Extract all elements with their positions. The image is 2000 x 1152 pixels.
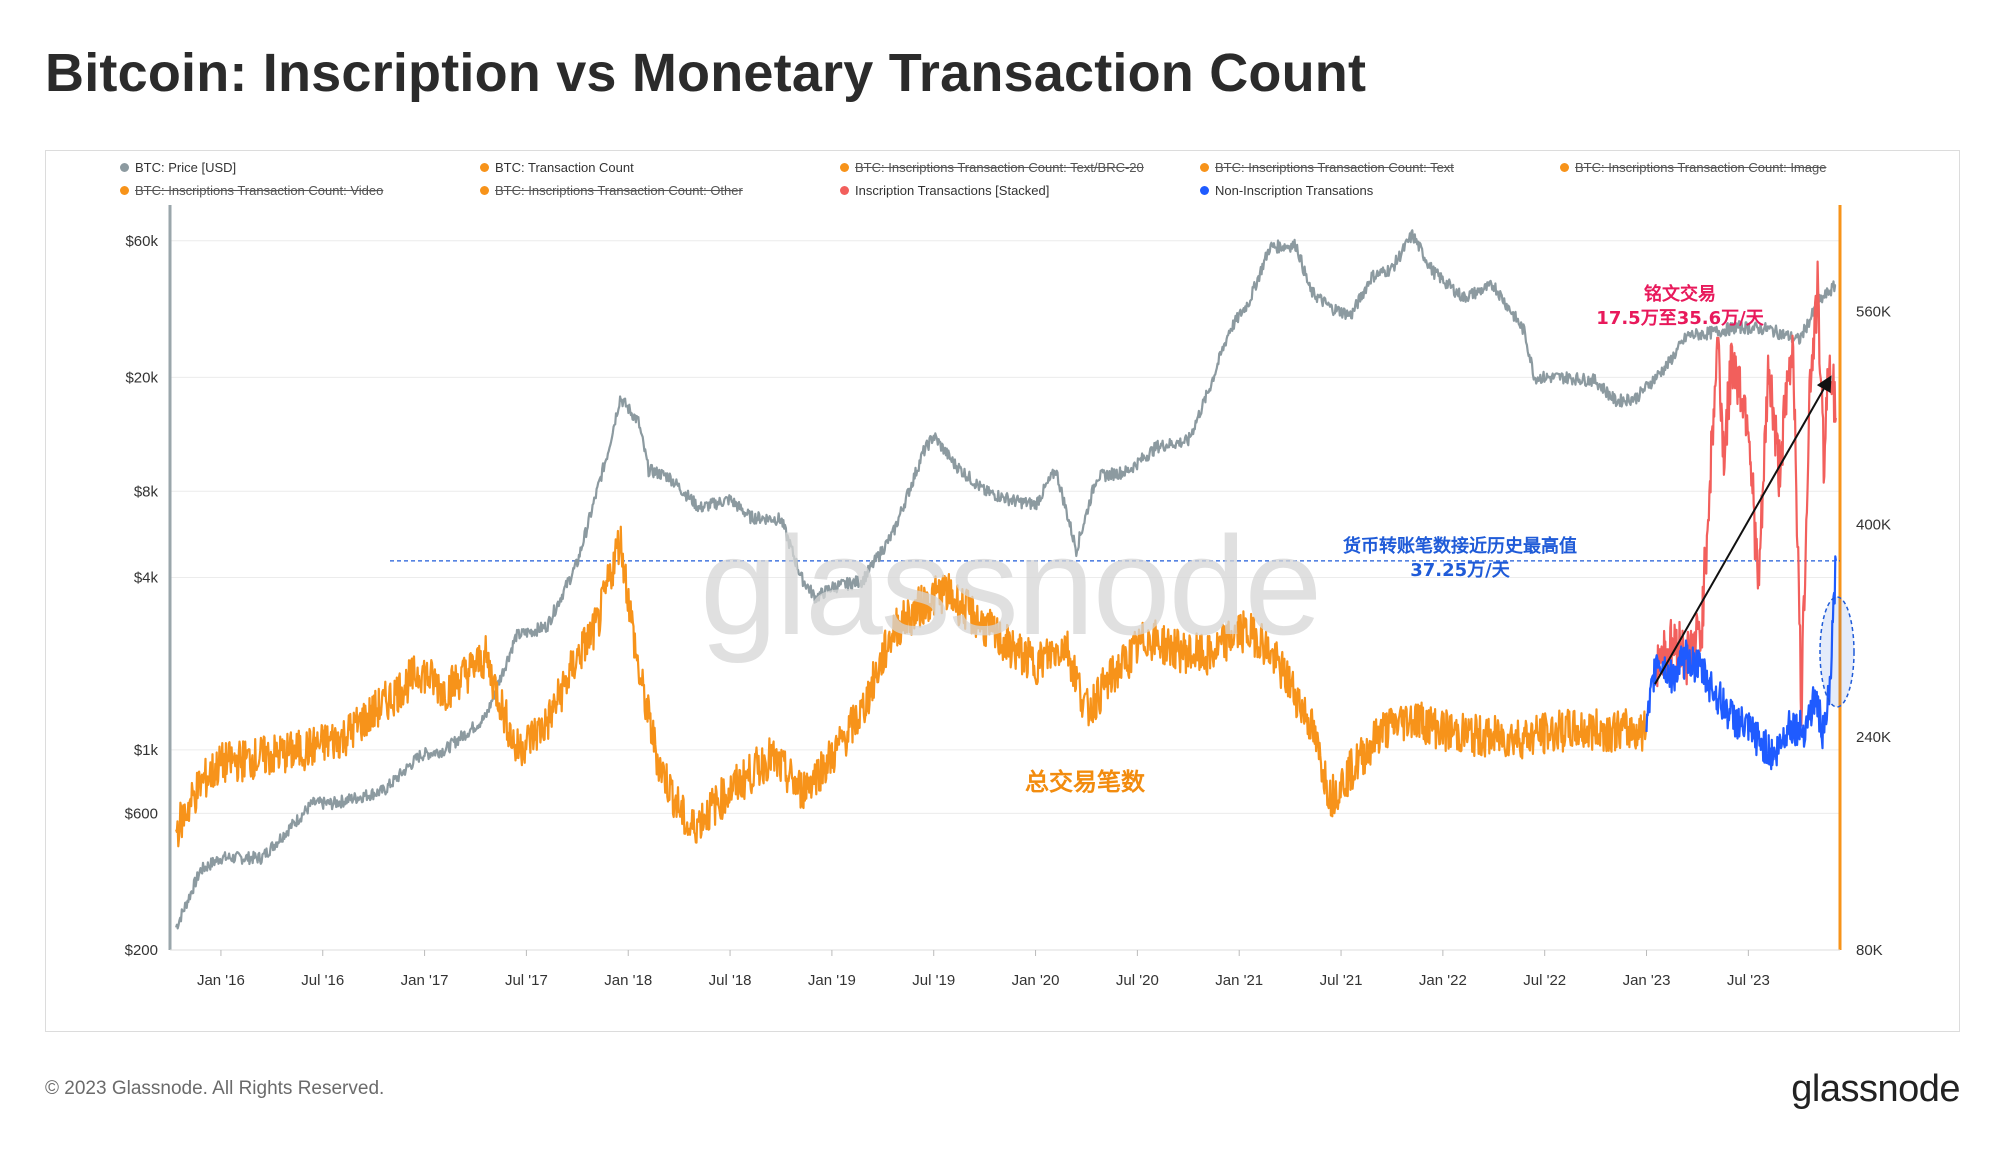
y-left-tick-label: $4k (134, 570, 159, 587)
copyright: © 2023 Glassnode. All Rights Reserved. (45, 1078, 385, 1099)
legend-dot-icon (120, 163, 129, 172)
x-tick-label: Jul '17 (505, 972, 548, 989)
x-tick-label: Jul '23 (1727, 972, 1770, 989)
inscription-annotation: 铭文交易 17.5万至35.6万/天 (1575, 283, 1785, 331)
legend-item-tx-count[interactable]: BTC: Transaction Count (480, 160, 634, 175)
x-tick-label: Jan '17 (401, 972, 449, 989)
y-left-tick-label: $200 (125, 942, 158, 959)
legend-dot-icon (1200, 163, 1209, 172)
trend-arrow (1654, 375, 1832, 685)
y-right-tick-label: 80K (1856, 942, 1883, 959)
y-left-tick-label: $8k (134, 483, 159, 500)
x-tick-label: Jul '18 (709, 972, 752, 989)
y-left-tick-label: $600 (125, 805, 158, 822)
y-right-tick-label: 400K (1856, 516, 1891, 533)
legend-dot-icon (480, 186, 489, 195)
x-tick-label: Jan '19 (808, 972, 856, 989)
legend-dot-icon (1560, 163, 1569, 172)
chart-frame (45, 150, 1960, 1032)
legend-item-non-inscription[interactable]: Non-Inscription Transations (1200, 183, 1373, 198)
series-line-btc-price-usd- (175, 229, 1837, 930)
x-tick-label: Jan '21 (1215, 972, 1263, 989)
y-left-tick-label: $60k (125, 233, 158, 250)
series-line-non-inscription-transations (1645, 555, 1837, 771)
x-tick-label: Jan '20 (1012, 972, 1060, 989)
x-tick-label: Jan '16 (197, 972, 245, 989)
x-tick-label: Jul '20 (1116, 972, 1159, 989)
legend-item-video[interactable]: BTC: Inscriptions Transaction Count: Vid… (120, 183, 383, 198)
legend-dot-icon (840, 186, 849, 195)
y-left-tick-label: $20k (125, 369, 158, 386)
inscription-annotation-title: 铭文交易 (1644, 284, 1716, 305)
y-left-tick-label: $1k (134, 742, 159, 759)
legend-item-other[interactable]: BTC: Inscriptions Transaction Count: Oth… (480, 183, 743, 198)
total-tx-annotation: 总交易笔数 (1025, 768, 1145, 796)
x-tick-label: Jul '22 (1523, 972, 1566, 989)
legend-dot-icon (480, 163, 489, 172)
x-tick-label: Jan '23 (1623, 972, 1671, 989)
legend-dot-icon (840, 163, 849, 172)
y-right-tick-label: 240K (1856, 729, 1891, 746)
watermark: glassnode (700, 507, 1322, 664)
inscription-annotation-range: 17.5万至35.6万/天 (1596, 308, 1764, 329)
legend-item-brc20[interactable]: BTC: Inscriptions Transaction Count: Tex… (840, 160, 1144, 175)
x-tick-label: Jan '18 (604, 972, 652, 989)
legend-item-inscriptions-stacked[interactable]: Inscription Transactions [Stacked] (840, 183, 1049, 198)
legend-dot-icon (120, 186, 129, 195)
y-right-tick-label: 560K (1856, 303, 1891, 320)
spike-highlight (1819, 596, 1855, 708)
monetary-annotation-value: 37.25万/天 (1410, 560, 1510, 581)
page-title: Bitcoin: Inscription vs Monetary Transac… (45, 43, 1367, 103)
x-tick-label: Jul '21 (1320, 972, 1363, 989)
legend-item-price[interactable]: BTC: Price [USD] (120, 160, 236, 175)
monetary-annotation-title: 货币转账笔数接近历史最高值 (1343, 536, 1577, 557)
monetary-annotation: 货币转账笔数接近历史最高值 37.25万/天 (1305, 535, 1615, 583)
series-line-inscription-transactions-stacked- (1655, 260, 1837, 727)
legend-dot-icon (1200, 186, 1209, 195)
x-tick-label: Jul '16 (301, 972, 344, 989)
x-tick-label: Jul '19 (912, 972, 955, 989)
legend: BTC: Price [USD] BTC: Transaction Count … (70, 160, 1950, 206)
brand-logo: glassnode (1791, 1068, 1960, 1110)
x-tick-label: Jan '22 (1419, 972, 1467, 989)
legend-item-text[interactable]: BTC: Inscriptions Transaction Count: Tex… (1200, 160, 1454, 175)
series-line-btc-transaction-count (175, 525, 1648, 848)
legend-item-image[interactable]: BTC: Inscriptions Transaction Count: Ima… (1560, 160, 1826, 175)
